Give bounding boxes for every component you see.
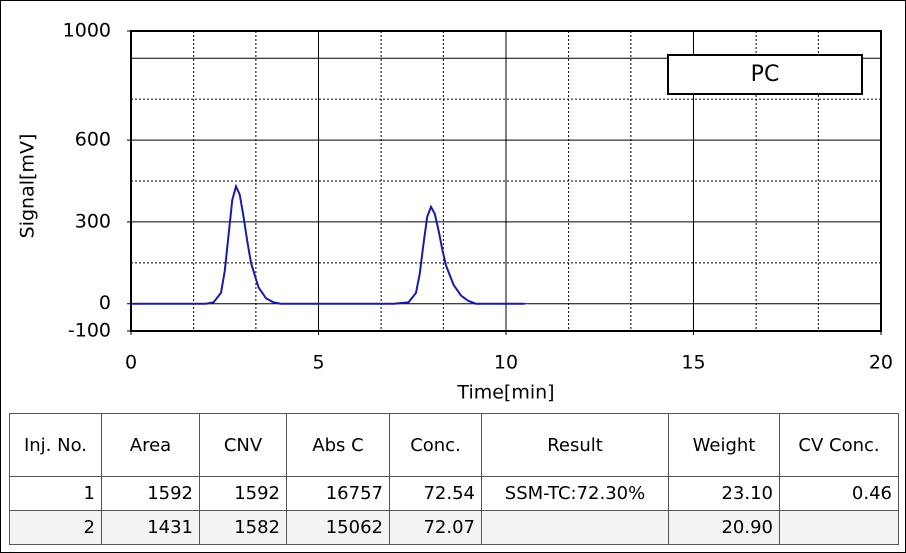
header-cell: Inj. No. <box>9 413 102 477</box>
table-cell: 2 <box>9 510 102 545</box>
table-cell: 15062 <box>286 510 390 545</box>
y-axis-label: Signal[mV] <box>17 134 39 239</box>
y-tick-label: 300 <box>75 210 111 232</box>
x-tick-label: 5 <box>312 352 324 374</box>
header-row: Inj. No. Area CNV Abs C Conc. Result Weight CV … <box>9 413 899 477</box>
table-cell <box>779 510 899 545</box>
table-cell: 72.54 <box>389 476 482 511</box>
y-tick-label: 0 <box>99 292 111 314</box>
table-row: 2 1431 1582 15062 72.07 20.90 <box>9 510 899 545</box>
table-cell: 72.07 <box>389 510 482 545</box>
y-tick-label: 600 <box>75 129 111 151</box>
table-cell: SSM-TC:72.30% <box>481 476 669 511</box>
header-cell: Area <box>101 413 200 477</box>
table-cell: 0.46 <box>779 476 899 511</box>
table-cell: 1592 <box>199 476 287 511</box>
result-table: Inj. No. Area CNV Abs C Conc. Result Weight CV … <box>9 413 899 545</box>
header-cell: CV Conc. <box>779 413 899 477</box>
table-cell: 1431 <box>101 510 200 545</box>
x-tick-label: 20 <box>869 352 893 374</box>
x-tick-label: 0 <box>125 352 137 374</box>
x-axis-label: Time[min] <box>456 382 554 404</box>
legend-box <box>667 54 863 95</box>
table-cell: 1582 <box>199 510 287 545</box>
header-cell: Result <box>481 413 669 477</box>
signal-line <box>131 183 525 305</box>
header-cell: CNV <box>199 413 287 477</box>
header-cell: Abs C <box>286 413 390 477</box>
header-cell: Weight <box>668 413 780 477</box>
header-cell: Conc. <box>389 413 482 477</box>
legend-label: PC <box>751 62 780 87</box>
table-cell <box>481 510 669 545</box>
table-cell: 1 <box>9 476 102 511</box>
table-cell: 1592 <box>101 476 200 511</box>
y-tick-label: 1000 <box>63 20 111 42</box>
x-tick-label: 15 <box>681 352 705 374</box>
y-tick-label: -100 <box>68 320 111 342</box>
table-row: 1 1592 1592 16757 72.54 SSM-TC:72.30% 23.10 0.4… <box>9 476 899 511</box>
chart: Time[min] Signal[mV] 0 5 10 15 20 -100 0 300 600… <box>17 20 894 404</box>
table-cell: 16757 <box>286 476 390 511</box>
x-tick-label: 10 <box>494 352 518 374</box>
table-cell: 20.90 <box>668 510 780 545</box>
table-cell: 23.10 <box>668 476 780 511</box>
